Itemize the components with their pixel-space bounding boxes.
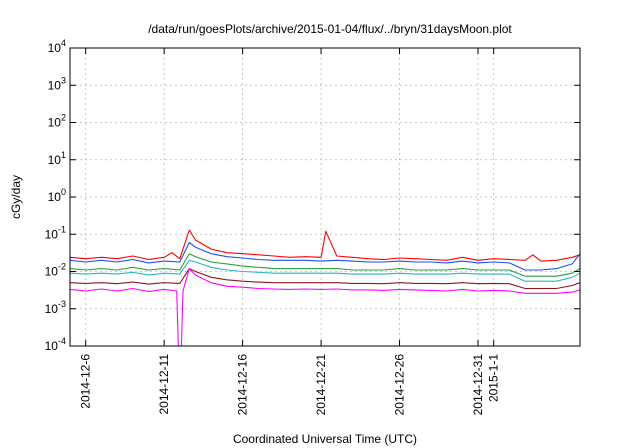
x-tick-label: 2014-12-26 xyxy=(393,354,407,416)
y-tick-label: 10-3 xyxy=(45,299,66,316)
y-tick-label: 10-1 xyxy=(45,224,66,241)
x-tick-label: 2015-1-1 xyxy=(487,354,501,402)
series-line-cyan xyxy=(69,259,581,282)
y-tick-label: 102 xyxy=(48,113,66,130)
series-line-blue xyxy=(69,241,581,271)
y-tick-label: 10-2 xyxy=(45,262,66,279)
y-axis-ticks: 10-4 10-3 10-2 10-1 100 101 102 103 104 xyxy=(45,38,580,353)
grid-lines xyxy=(70,48,580,346)
series-line-magenta xyxy=(69,268,581,347)
x-tick-label: 2014-12-31 xyxy=(471,354,485,416)
series-line-red xyxy=(69,229,581,262)
x-axis-label: Coordinated Universal Time (UTC) xyxy=(233,432,417,446)
x-tick-label: 2014-12-16 xyxy=(236,354,250,416)
series-line-green xyxy=(69,253,581,277)
x-tick-label: 2014-12-21 xyxy=(314,354,328,416)
x-tick-label: 2014-12-11 xyxy=(157,354,171,415)
x-tick-label: 2014-12-6 xyxy=(79,354,93,409)
y-axis-label: cGy/day xyxy=(9,175,23,219)
y-tick-label: 100 xyxy=(48,187,66,204)
series-line-dark-red xyxy=(69,268,581,290)
y-tick-label: 103 xyxy=(48,75,66,92)
chart-title: /data/run/goesPlots/archive/2015-01-04/f… xyxy=(148,22,512,36)
y-tick-label: 10-4 xyxy=(45,336,66,353)
y-tick-label: 104 xyxy=(48,38,66,55)
series-lines xyxy=(69,229,581,347)
y-tick-label: 101 xyxy=(48,150,66,167)
x-axis-ticks: 2014-12-6 2014-12-11 2014-12-16 2014-12-21 2… xyxy=(79,48,501,415)
